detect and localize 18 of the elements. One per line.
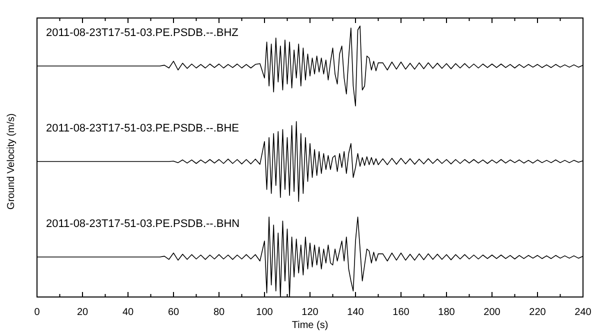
x-tick-label: 220 bbox=[529, 306, 546, 318]
y-axis-title: Ground Velocity (m/s) bbox=[6, 113, 17, 210]
x-tick-label: 160 bbox=[392, 306, 410, 318]
x-tick-label: 80 bbox=[213, 306, 225, 318]
text: 2011-08-23T17-51-03.PE.PSDB.--.BHN bbox=[46, 218, 240, 230]
x-tick-label: 240 bbox=[574, 306, 592, 318]
x-tick-label: 140 bbox=[347, 306, 364, 318]
x-tick-label: 200 bbox=[484, 306, 501, 318]
text: 2011-08-23T17-51-03.PE.PSDB.--.BHZ bbox=[46, 27, 239, 39]
x-tick-label: 40 bbox=[122, 306, 134, 318]
x-tick-label: 180 bbox=[438, 306, 456, 318]
x-tick-label: 20 bbox=[76, 306, 88, 318]
x-tick-label: 120 bbox=[302, 306, 319, 318]
x-tick-label: 100 bbox=[256, 306, 274, 318]
x-tick-label: 60 bbox=[168, 306, 180, 318]
x-tick-label: 0 bbox=[34, 306, 40, 318]
text: 2011-08-23T17-51-03.PE.PSDB.--.BHE bbox=[46, 122, 239, 134]
x-axis-title: Time (s) bbox=[292, 320, 328, 331]
